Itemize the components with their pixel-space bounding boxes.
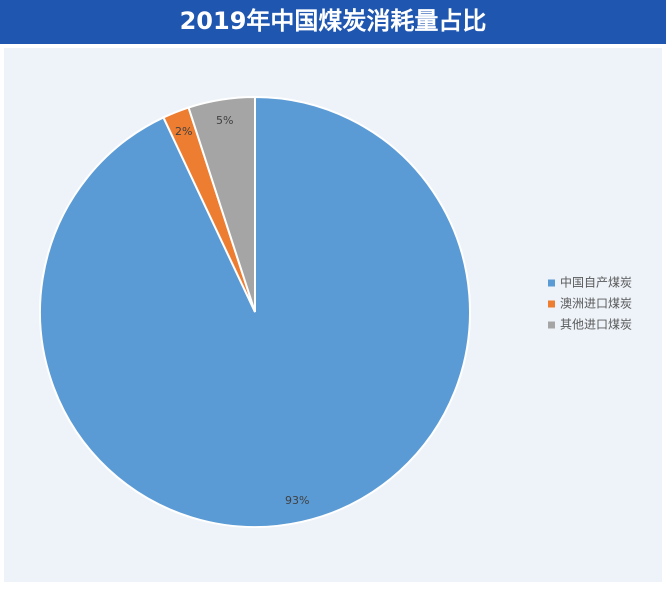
data-label: 2% xyxy=(175,125,192,138)
legend-swatch xyxy=(548,300,555,308)
data-label: 93% xyxy=(285,494,309,507)
pie-slice xyxy=(187,95,256,313)
legend-swatch xyxy=(548,321,555,329)
legend-label: 中国自产煤炭 xyxy=(560,275,632,290)
legend-swatch xyxy=(548,279,555,287)
title-bar xyxy=(0,0,666,44)
legend-label: 其他进口煤炭 xyxy=(560,318,632,332)
legend-label: 澳洲进口煤炭 xyxy=(560,297,632,311)
chart-title: 2019年中国煤炭消耗量占比 xyxy=(180,7,487,35)
data-label: 5% xyxy=(216,114,233,127)
